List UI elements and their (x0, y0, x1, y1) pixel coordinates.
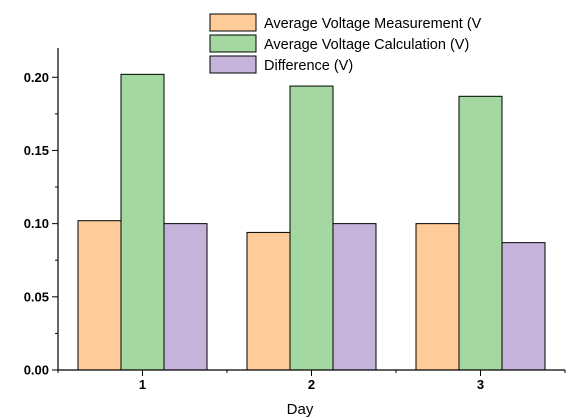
y-ticks: 0.00 0.05 0.10 0.15 0.20 (24, 70, 58, 378)
y-tick-label: 0.20 (24, 70, 49, 85)
x-tick-label: 2 (308, 377, 315, 392)
legend-swatch-series-1 (209, 13, 257, 32)
bar-day-1-series-2 (120, 73, 165, 371)
legend-swatch-series-2 (209, 34, 257, 53)
y-tick-label: 0.05 (24, 289, 49, 304)
legend-label-series-1: Average Voltage Measurement (V (264, 16, 482, 32)
y-tick-label: 0.15 (24, 143, 49, 158)
bar-day-3-series-3 (501, 242, 546, 371)
bars-layer (77, 73, 546, 371)
bar-day-3-series-2 (458, 95, 503, 371)
bar-day-1-series-3 (163, 223, 208, 371)
bar-day-3-series-1 (415, 223, 460, 371)
bar-day-2-series-3 (332, 223, 377, 371)
legend-label-series-3: Difference (V) (264, 58, 353, 74)
bar-day-1-series-1 (77, 220, 122, 371)
legend-label-series-2: Average Voltage Calculation (V) (264, 37, 469, 53)
x-tick-label: 3 (477, 377, 484, 392)
y-tick-label: 0.10 (24, 216, 49, 231)
bar-day-2-series-1 (246, 231, 291, 371)
x-ticks: 1 2 3 (57, 370, 566, 392)
y-tick-label: 0.00 (24, 363, 49, 378)
bar-day-2-series-2 (289, 85, 334, 371)
legend-swatch-series-3 (209, 55, 257, 74)
legend: Average Voltage Measurement (V Average Vo… (209, 13, 482, 74)
x-axis-title: Day (287, 401, 314, 418)
x-tick-label: 1 (139, 377, 146, 392)
